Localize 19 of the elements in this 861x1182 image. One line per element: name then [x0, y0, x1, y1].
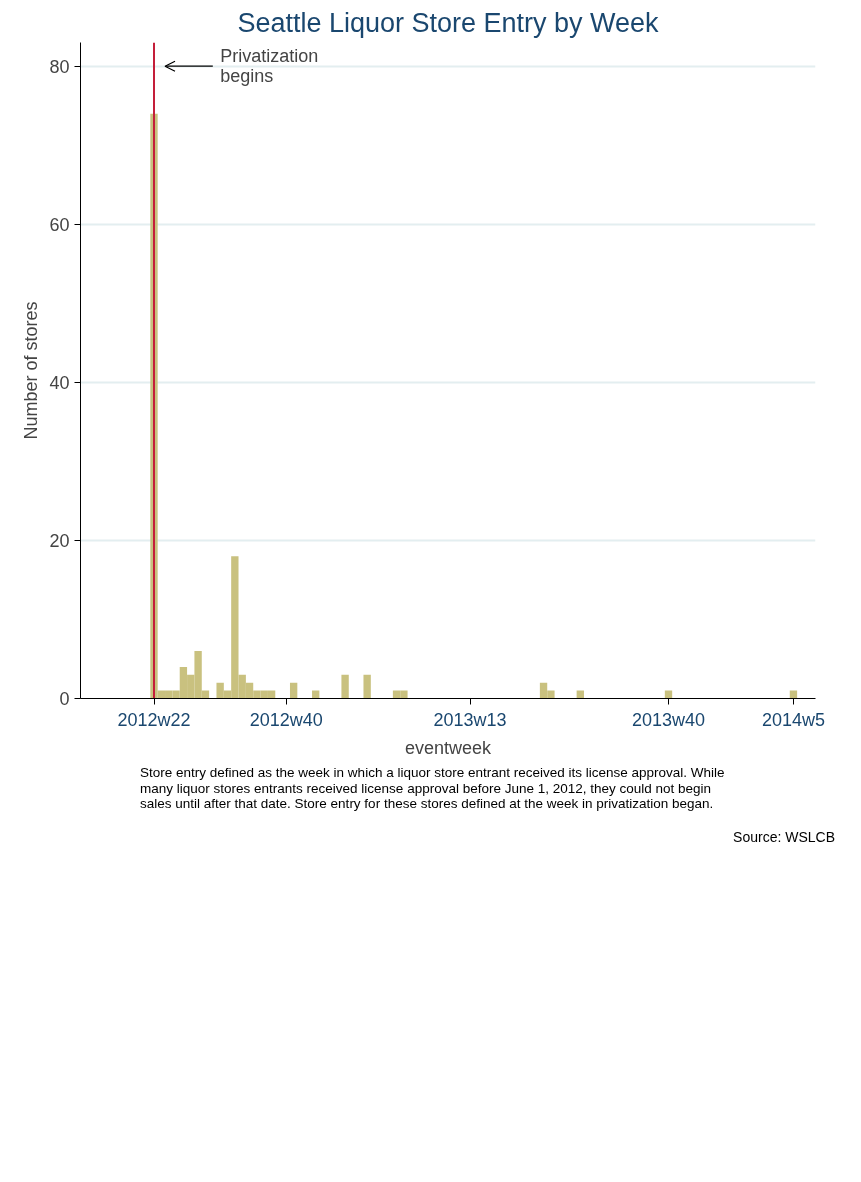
bar: [341, 674, 349, 699]
chart-title: Seattle Liquor Store Entry by Week: [237, 7, 660, 38]
y-tick-label: 20: [49, 530, 70, 551]
x-tick-label: 2012w22: [117, 709, 191, 730]
x-tick-label: 2012w40: [249, 709, 323, 730]
x-tick-label: 2013w40: [631, 709, 706, 730]
bar: [289, 682, 298, 699]
y-tick-label: 40: [49, 372, 70, 393]
x-tick-label: 2013w13: [433, 709, 507, 730]
y-tick-label: 60: [49, 214, 70, 235]
y-tick-label: 80: [49, 56, 70, 77]
text: Store entry defined as the week in which a liquor store entrant received its license approval. While many liquor stores entrants received license approval before June 1, 2012, they could not begin sales until after that date. Store entry for these stores defined at the week in privatization began.: [140, 765, 725, 812]
bar: [363, 674, 371, 699]
x-tick-label: 2014w5: [761, 709, 825, 730]
source-note: Source: WSLCB: [733, 827, 835, 847]
x-axis-title: eventweek: [404, 737, 493, 758]
annotation: Privatization begins: [220, 46, 319, 87]
y-axis-title: Number of stores: [21, 301, 42, 440]
y-tick-label: 0: [59, 689, 70, 709]
